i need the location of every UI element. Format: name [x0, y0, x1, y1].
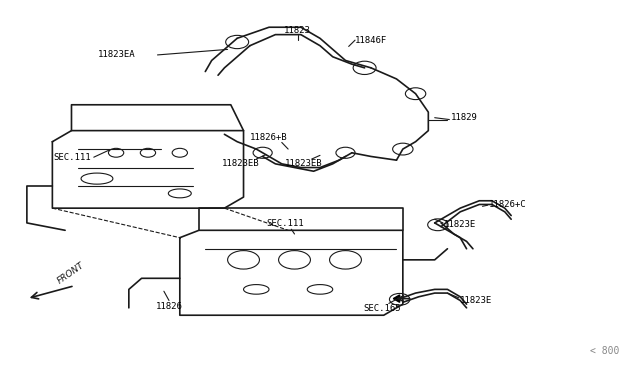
- Text: SEC.111: SEC.111: [53, 153, 91, 162]
- Text: 11826: 11826: [156, 302, 182, 311]
- Text: 11823: 11823: [284, 26, 311, 35]
- Text: 11829: 11829: [451, 113, 477, 122]
- Text: 11846F: 11846F: [355, 36, 387, 45]
- Text: SEC.111: SEC.111: [266, 219, 304, 228]
- Text: 11826+B: 11826+B: [250, 133, 288, 142]
- Text: 11823EB: 11823EB: [285, 160, 323, 169]
- Text: 11823EB: 11823EB: [221, 160, 259, 169]
- Text: 11826+C: 11826+C: [489, 200, 527, 209]
- Text: SEC.165: SEC.165: [364, 304, 401, 313]
- Text: < 800: < 800: [590, 346, 620, 356]
- Text: 11823EA: 11823EA: [97, 51, 135, 60]
- Text: 11823E: 11823E: [444, 220, 477, 229]
- Polygon shape: [394, 295, 399, 302]
- Text: FRONT: FRONT: [56, 261, 86, 286]
- Text: 11823E: 11823E: [460, 296, 492, 305]
